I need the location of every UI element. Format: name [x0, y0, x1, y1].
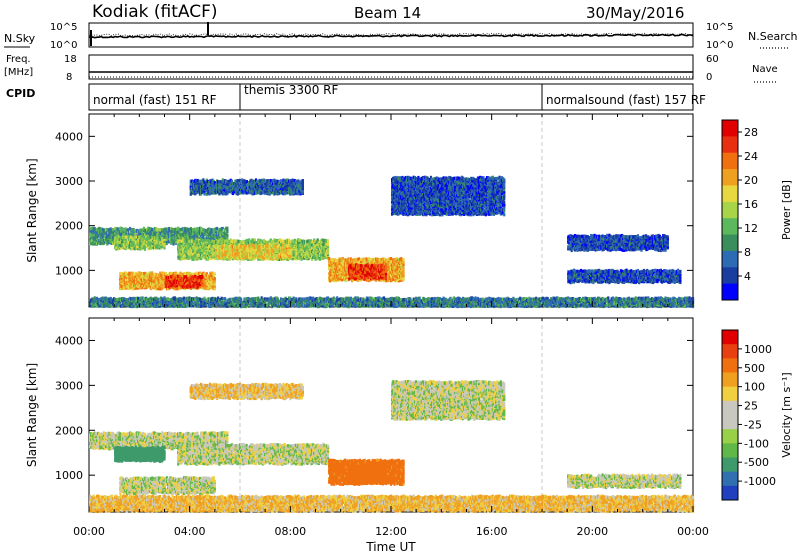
- data-cell: [138, 236, 140, 239]
- noise-traces: [89, 22, 693, 46]
- noise-right-tick-top: 10^5: [706, 22, 733, 33]
- freq-left-tick-top: 18: [64, 54, 77, 65]
- freq-left-tick-bottom: 8: [66, 72, 72, 83]
- freq-panel-frame: [89, 55, 693, 79]
- nave-label: Nave: [752, 64, 778, 75]
- cpid-segments: normal (fast) 151 RF themis 3300 RF normal…: [93, 83, 706, 110]
- date-title: 30/May/2016: [586, 4, 684, 22]
- data-cell: [216, 227, 218, 230]
- nsearch-label: N.Search: [748, 30, 798, 43]
- freq-unit-label: [MHz]: [4, 67, 33, 78]
- data-cell: [134, 229, 136, 232]
- freq-right-tick-top: 60: [706, 54, 719, 65]
- station-title: Kodiak (fitACF): [92, 2, 218, 22]
- cpid-label: CPID: [6, 87, 35, 100]
- data-cell: [179, 233, 181, 236]
- radar-summary-plot: Kodiak (fitACF) Beam 14 30/May/2016 N.Sk…: [0, 0, 800, 554]
- data-cell: [110, 227, 112, 230]
- data-cell: [226, 234, 228, 237]
- noise-right-tick-bottom: 10^0: [706, 40, 733, 51]
- cpid-segment-label: themis 3300 RF: [244, 83, 338, 97]
- beam-title: Beam 14: [354, 4, 421, 22]
- freq-label: Freq.: [6, 54, 31, 65]
- noise-left-tick-top: 10^5: [50, 22, 77, 33]
- cpid-segment-label: normal (fast) 151 RF: [93, 93, 217, 107]
- noise-left-tick-bottom: 10^0: [50, 40, 77, 51]
- cpid-segment-label: normalsound (fast) 157 RF: [546, 93, 706, 107]
- data-cell: [226, 227, 228, 230]
- freq-right-tick-bottom: 0: [706, 72, 712, 83]
- nsky-label: N.Sky: [4, 32, 36, 45]
- data-cell: [122, 228, 124, 231]
